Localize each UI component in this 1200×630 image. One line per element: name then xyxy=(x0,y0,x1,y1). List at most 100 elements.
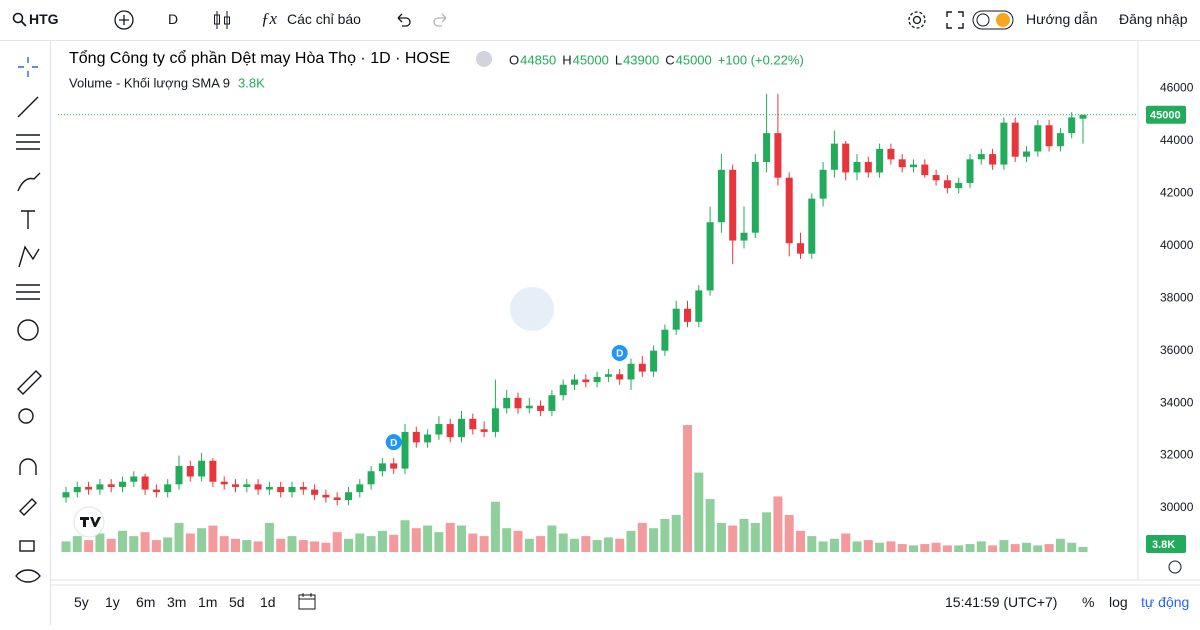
axis-settings[interactable] xyxy=(1168,560,1182,574)
symbol[interactable]: HTG xyxy=(29,11,59,27)
volume-bar xyxy=(592,540,602,552)
volume-bar xyxy=(954,545,964,552)
candle-body xyxy=(130,476,138,482)
redo[interactable] xyxy=(431,10,451,30)
dividend-label: D xyxy=(390,438,397,449)
candle-body xyxy=(1011,122,1019,157)
volume-bar xyxy=(660,518,670,552)
line-tool[interactable] xyxy=(17,96,39,118)
volume-bar xyxy=(976,541,986,552)
settings[interactable] xyxy=(906,9,928,31)
forecast-tool[interactable] xyxy=(16,284,40,300)
candle-body xyxy=(571,379,578,385)
volume-bar xyxy=(547,525,557,552)
log-toggle[interactable]: log xyxy=(1109,594,1128,610)
candle-body xyxy=(96,484,104,490)
candle-body xyxy=(921,164,929,176)
fullscreen[interactable] xyxy=(945,10,965,30)
volume-bar xyxy=(988,545,998,552)
bottom-bar: 15:41:59 (UTC+7) % log tự động 5y 1y 6m 3m 1… xyxy=(58,585,1200,625)
ohlc-value: 45000 xyxy=(573,52,609,67)
pattern-tool[interactable] xyxy=(18,245,40,268)
volume-bar xyxy=(762,512,772,552)
candle-body xyxy=(107,484,115,487)
volume-bar xyxy=(434,532,444,552)
range-button[interactable]: 5y xyxy=(74,594,89,610)
lock-tool[interactable] xyxy=(19,540,35,552)
volume-bar xyxy=(1033,545,1043,552)
candle-body xyxy=(955,182,963,189)
fib-tool[interactable] xyxy=(16,134,40,150)
undo[interactable] xyxy=(393,10,413,30)
auto-toggle[interactable]: tự động xyxy=(1141,594,1190,610)
candle-body xyxy=(797,243,804,254)
guide[interactable]: Hướng dẫn xyxy=(1026,11,1098,27)
volume-bar xyxy=(84,540,94,552)
y-tick-label: 30000 xyxy=(1160,500,1194,514)
emoji-tool[interactable] xyxy=(17,319,39,341)
volume-bar xyxy=(355,533,365,552)
candle-body xyxy=(164,484,172,493)
range-button[interactable]: 1m xyxy=(198,594,218,610)
theme-toggle[interactable] xyxy=(972,9,1016,31)
range-button[interactable]: 3m xyxy=(167,594,187,610)
volume-bar xyxy=(603,537,613,552)
zoom-tool[interactable] xyxy=(18,408,34,424)
candle-body xyxy=(1000,122,1008,165)
search-icon xyxy=(12,12,27,27)
magnet-tool[interactable] xyxy=(19,458,37,475)
y-tick-label: 36000 xyxy=(1160,343,1194,357)
volume-bar xyxy=(231,538,240,552)
candle-body xyxy=(446,424,454,438)
volume-bar xyxy=(909,545,918,552)
top-toolbar: HTG D ƒx Các chỉ báo Hướng dẫn Đăng nhập xyxy=(0,0,1200,41)
percent-toggle[interactable]: % xyxy=(1082,594,1095,610)
volume-bar xyxy=(1044,544,1054,552)
dividend-marker[interactable] xyxy=(611,345,628,362)
volume-bar xyxy=(332,532,342,552)
volume-bar xyxy=(185,533,195,552)
fx-icon: ƒx xyxy=(261,9,278,28)
dividend-marker[interactable] xyxy=(385,434,402,451)
candle-body xyxy=(85,486,93,490)
y-tick-label: 46000 xyxy=(1160,81,1194,95)
ruler-tool[interactable] xyxy=(17,370,42,395)
login[interactable]: Đăng nhập xyxy=(1119,11,1188,27)
date-range[interactable] xyxy=(296,591,318,613)
eye-tool[interactable] xyxy=(15,569,41,583)
candle-body xyxy=(684,308,691,322)
volume-bar xyxy=(445,522,455,552)
ohlc-key: C xyxy=(665,52,674,67)
candle-body xyxy=(977,154,985,160)
range-button[interactable]: 5d xyxy=(229,594,245,610)
text-tool[interactable] xyxy=(21,210,35,229)
candle-body xyxy=(763,133,771,162)
lock-drawing[interactable] xyxy=(19,498,37,516)
volume-bar xyxy=(490,501,500,552)
candle-body xyxy=(401,431,409,469)
candle-body xyxy=(469,418,477,430)
candle-body xyxy=(152,489,160,493)
ohlc-change: +100 (+0.22%) xyxy=(718,52,804,67)
volume-bar xyxy=(72,536,82,552)
candle-body xyxy=(367,471,375,485)
indicators[interactable]: Các chỉ báo xyxy=(287,11,361,27)
crosshair-tool[interactable] xyxy=(18,57,38,77)
brush-tool[interactable] xyxy=(17,172,41,192)
chart-style[interactable] xyxy=(212,9,232,31)
candle-body xyxy=(548,395,556,411)
candle-body xyxy=(876,148,884,173)
candle-body xyxy=(514,397,522,409)
volume-bar xyxy=(502,528,512,552)
volume-bar xyxy=(626,530,636,552)
range-button[interactable]: 1y xyxy=(105,594,120,610)
range-button[interactable]: 1d xyxy=(260,594,276,610)
ohlc-value: 43900 xyxy=(623,52,659,67)
candle-body xyxy=(593,376,601,383)
candle-body xyxy=(73,486,81,493)
add-symbol[interactable] xyxy=(113,9,135,31)
candle-body xyxy=(729,169,737,241)
candle-body xyxy=(333,497,341,501)
range-button[interactable]: 6m xyxy=(136,594,156,610)
interval[interactable]: D xyxy=(168,11,179,27)
